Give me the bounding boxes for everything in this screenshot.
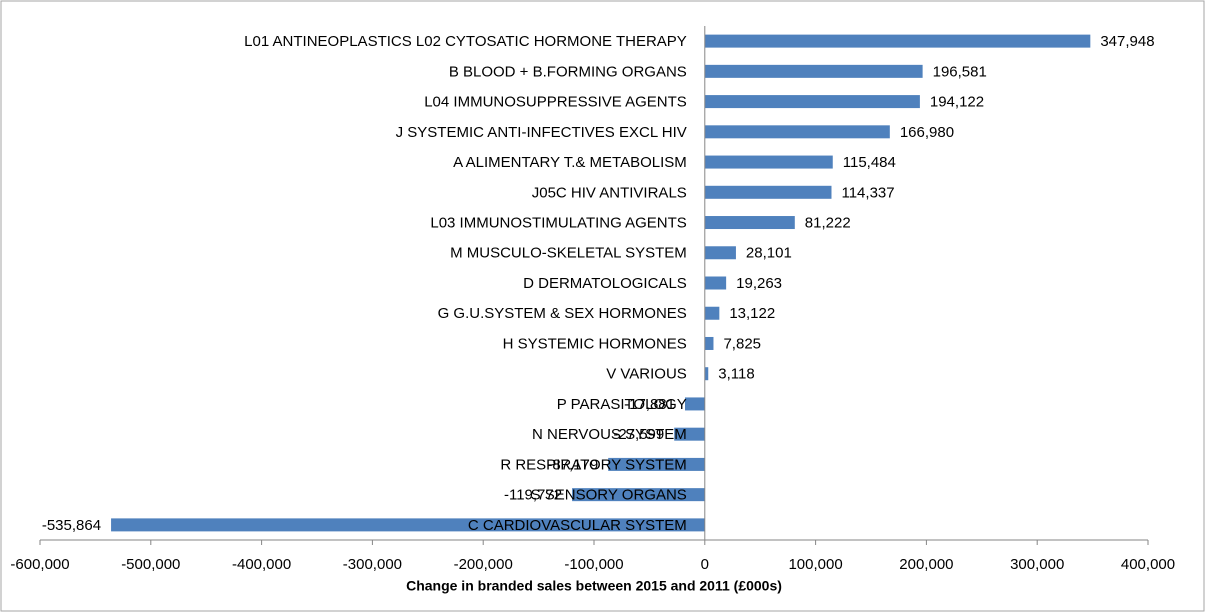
value-label: -87,179 — [547, 456, 598, 473]
value-label: 81,222 — [805, 214, 851, 231]
category-label: L03 IMMUNOSTIMULATING AGENTS — [430, 214, 686, 231]
value-label: 194,122 — [930, 94, 984, 111]
value-label: -535,864 — [42, 517, 101, 534]
category-label: A ALIMENTARY T.& METABOLISM — [453, 154, 687, 171]
x-tick-label: -300,000 — [343, 556, 402, 573]
x-tick-label: 100,000 — [788, 556, 842, 573]
x-tick-label: -400,000 — [232, 556, 291, 573]
category-label: M MUSCULO-SKELETAL SYSTEM — [450, 245, 687, 262]
category-label: S SENSORY ORGANS — [531, 487, 687, 504]
bar — [674, 427, 705, 441]
bar — [684, 397, 705, 411]
value-label: -17,881 — [624, 396, 675, 413]
category-label: P PARASITOLOGY — [557, 396, 687, 413]
x-tick-label: -600,000 — [10, 556, 69, 573]
category-label: R RESPIRATORY SYSTEM — [500, 456, 686, 473]
bar — [704, 367, 709, 381]
bar — [704, 155, 833, 169]
category-label: C CARDIOVASCULAR SYSTEM — [468, 517, 687, 534]
bar — [608, 457, 705, 471]
bar — [704, 246, 736, 260]
x-tick-label: -200,000 — [454, 556, 513, 573]
category-label: J SYSTEMIC ANTI-INFECTIVES EXCL HIV — [396, 124, 687, 141]
bar — [704, 95, 920, 109]
value-label: 114,337 — [841, 184, 894, 201]
bar — [572, 488, 705, 502]
category-label: H SYSTEMIC HORMONES — [503, 335, 687, 352]
value-label: 196,581 — [933, 63, 987, 80]
bar — [704, 336, 714, 350]
value-label: -119,772 — [504, 487, 562, 504]
value-label: -27,599 — [613, 426, 664, 443]
bar — [704, 34, 1091, 48]
category-label: J05C HIV ANTIVIRALS — [532, 184, 687, 201]
bar — [111, 518, 705, 532]
x-tick-label: 0 — [701, 556, 709, 573]
category-label: B BLOOD + B.FORMING ORGANS — [449, 63, 687, 80]
value-label: 115,484 — [843, 154, 896, 171]
bar — [704, 185, 832, 199]
category-label: G G.U.SYSTEM & SEX HORMONES — [438, 305, 687, 322]
x-axis-title: Change in branded sales between 2015 and… — [406, 578, 782, 594]
value-label: 19,263 — [736, 275, 782, 292]
category-label: L04 IMMUNOSUPPRESSIVE AGENTS — [424, 94, 687, 111]
value-label: 166,980 — [900, 124, 954, 141]
x-tick-label: -500,000 — [121, 556, 180, 573]
bar — [704, 64, 923, 78]
category-label: N NERVOUS SYSTEM — [532, 426, 687, 443]
value-label: 28,101 — [746, 245, 792, 262]
category-label: V VARIOUS — [606, 366, 687, 383]
x-tick-label: -100,000 — [564, 556, 623, 573]
bar — [704, 276, 727, 290]
value-label: 7,825 — [723, 335, 761, 352]
value-label: 347,948 — [1100, 33, 1154, 50]
x-tick-label: 200,000 — [899, 556, 953, 573]
bar — [704, 306, 720, 320]
x-tick-label: 300,000 — [1010, 556, 1064, 573]
bar — [704, 216, 795, 230]
value-label: 3,118 — [718, 366, 754, 383]
bar — [704, 125, 890, 139]
category-label: D DERMATOLOGICALS — [523, 275, 687, 292]
category-label: L01 ANTINEOPLASTICS L02 CYTOSATIC HORMON… — [244, 33, 687, 50]
value-label: 13,122 — [729, 305, 775, 322]
x-tick-label: 400,000 — [1121, 556, 1175, 573]
